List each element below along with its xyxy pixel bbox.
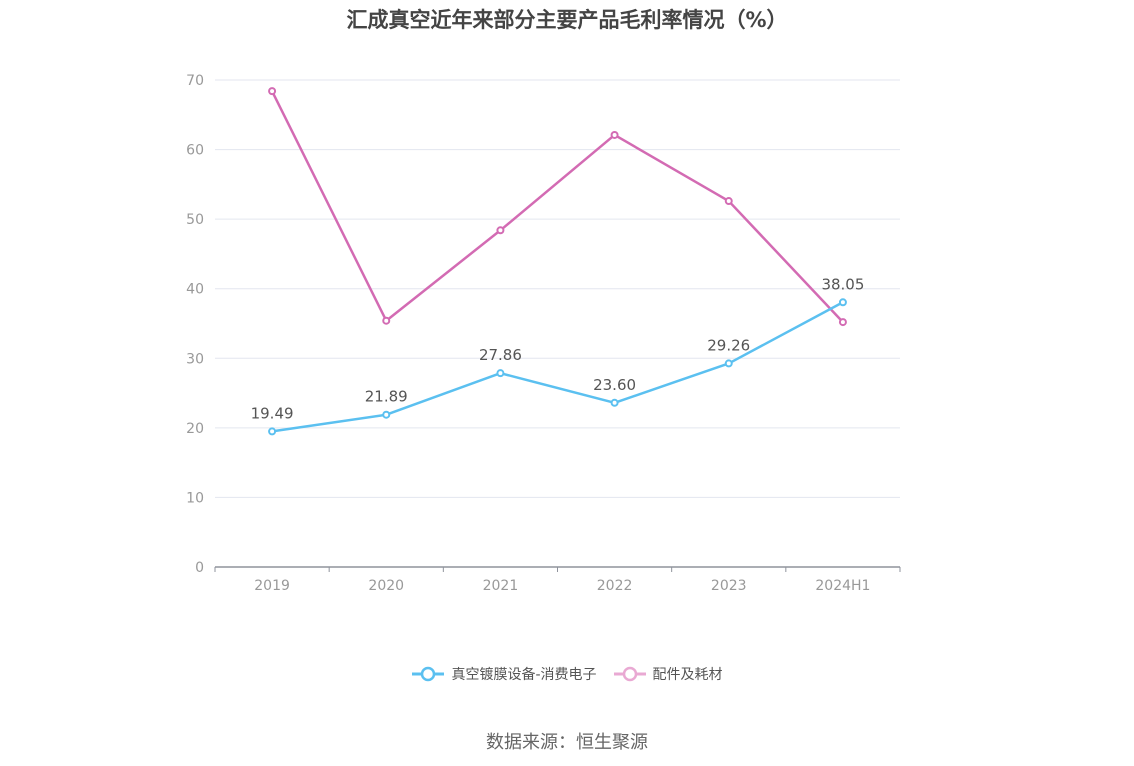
series-line-1 [271, 301, 844, 433]
data-label: 38.05 [821, 275, 864, 293]
data-point[interactable] [382, 316, 391, 325]
data-point[interactable] [268, 427, 277, 436]
x-tick-label: 2022 [597, 578, 633, 594]
series-layer [268, 87, 847, 436]
y-tick-label: 10 [186, 490, 204, 506]
data-point[interactable] [268, 87, 277, 96]
legend-marker-series-2 [613, 666, 646, 682]
data-point[interactable] [496, 226, 505, 235]
data-label: 21.89 [365, 388, 408, 406]
data-point[interactable] [724, 359, 733, 368]
grid-layer [215, 79, 900, 498]
y-tick-label: 40 [186, 282, 204, 298]
x-tick-label: 2020 [368, 578, 404, 594]
data-point[interactable] [724, 197, 733, 206]
legend-label-series-2: 配件及耗材 [652, 667, 723, 683]
data-point[interactable] [838, 318, 847, 327]
axis-layer: 0 10 20 30 40 50 60 70 2019 2020 2021 2022 2023 2024H… [186, 73, 901, 594]
y-tick-label: 50 [186, 212, 204, 228]
data-point[interactable] [496, 369, 505, 378]
x-tick-label: 2019 [254, 578, 290, 594]
y-tick-label: 30 [186, 351, 204, 367]
y-tick-label: 60 [186, 143, 204, 159]
legend-marker-series-1 [412, 666, 445, 682]
data-point[interactable] [838, 298, 847, 307]
source-note: 数据来源：恒生聚源 [486, 732, 648, 753]
legend-item-series-1[interactable]: 真空镀膜设备-消费电子 [411, 664, 597, 684]
chart-title: 汇成真空近年来部分主要产品毛利率情况（%） [346, 8, 788, 32]
y-tick-label: 0 [195, 560, 204, 576]
x-tick-label: 2021 [483, 578, 519, 594]
data-label-layer: 19.49 21.89 27.86 23.60 29.26 38.05 [251, 275, 865, 422]
line-chart: 0 10 20 30 40 50 60 70 2019 2020 2021 2022 2023 2024H… [186, 73, 901, 594]
y-tick-label: 20 [186, 421, 204, 437]
y-tick-label: 70 [186, 73, 204, 89]
legend: 真空镀膜设备-消费电子 配件及耗材 [0, 664, 1134, 684]
data-point[interactable] [610, 398, 619, 407]
data-point[interactable] [382, 410, 391, 419]
data-label: 19.49 [251, 404, 294, 422]
data-label: 27.86 [479, 346, 522, 364]
data-point[interactable] [610, 130, 619, 139]
legend-item-series-2[interactable]: 配件及耗材 [613, 664, 723, 684]
data-label: 29.26 [707, 336, 750, 354]
series-line-2 [270, 90, 844, 323]
data-label: 23.60 [593, 376, 636, 394]
x-tick-label: 2024H1 [815, 578, 870, 594]
x-tick-label: 2023 [711, 578, 747, 594]
legend-label-series-1: 真空镀膜设备-消费电子 [451, 667, 597, 683]
